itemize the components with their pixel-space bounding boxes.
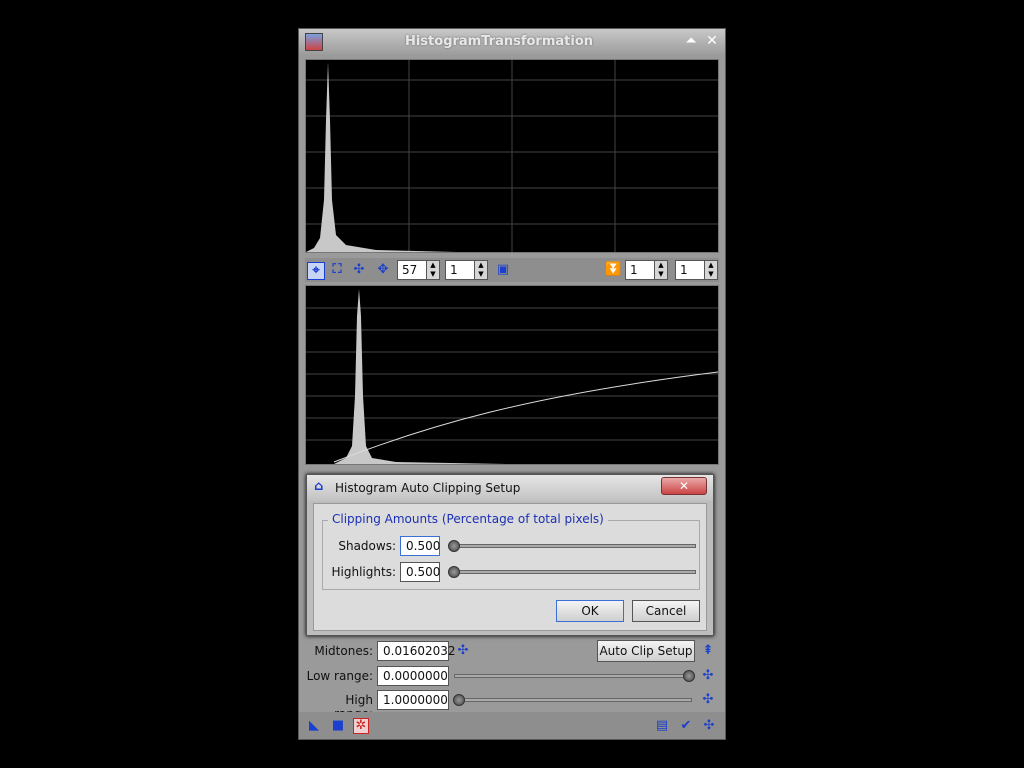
expand-icon[interactable]: ✣ — [703, 718, 715, 733]
pan-icon[interactable]: ✥ — [377, 262, 389, 277]
auto-clipping-dialog: ⌂ Histogram Auto Clipping Setup ✕ Clippi… — [306, 474, 714, 636]
highlights-field[interactable]: 0.500 — [400, 562, 440, 582]
shadows-slider[interactable] — [450, 544, 696, 548]
auto-clip-icon[interactable]: ⇞ — [702, 643, 714, 658]
low-range-field[interactable]: 0.0000000 — [377, 666, 449, 686]
highlights-slider[interactable] — [450, 570, 696, 574]
shadows-label: Shadows: — [338, 539, 396, 553]
dialog-app-icon: ⌂ — [314, 479, 324, 494]
cancel-button[interactable]: Cancel — [632, 600, 700, 622]
dialog-title: Histogram Auto Clipping Setup — [335, 481, 521, 495]
histogram-toolbar: ⌖ ⛶ ✣ ✥ 57 ▲ ▼ 1 ▲ ▼ ▣ ⏬ 1 ▲ ▼ 1 ▲ ▼ — [305, 258, 719, 282]
clipping-amounts-title: Clipping Amounts (Percentage of total pi… — [328, 512, 608, 526]
window-titlebar[interactable]: HistogramTransformation ⏶ ✕ — [299, 29, 725, 55]
highlights-label: Highlights: — [331, 565, 396, 579]
dialog-close-button[interactable]: ✕ — [661, 477, 707, 495]
new-instance-icon[interactable]: ◣ — [309, 718, 319, 733]
dialog-body: Clipping Amounts (Percentage of total pi… — [313, 503, 707, 631]
app-icon — [305, 33, 323, 51]
midtones-reset-icon[interactable]: ✣ — [457, 643, 469, 658]
vertical-zoom-field[interactable]: 1 — [445, 260, 475, 280]
input-histogram-plot[interactable] — [305, 59, 719, 253]
apply-icon[interactable]: ▤ — [655, 718, 669, 733]
output-vertical-zoom-field[interactable]: 1 — [675, 260, 705, 280]
zoom-fit-icon[interactable]: ⛶ — [332, 262, 342, 277]
shade-icon[interactable]: ⏶ — [685, 33, 697, 49]
output-horizontal-zoom-stepper[interactable]: ▲ ▼ — [654, 260, 668, 280]
input-histogram-curve — [306, 62, 456, 252]
low-range-label: Low range: — [306, 669, 373, 683]
midtones-field[interactable]: 0.01602032 — [377, 641, 456, 661]
view-icon[interactable]: ■ — [331, 718, 345, 733]
histogram-transformation-window: HistogramTransformation ⏶ ✕ ⌖ ⛶ ✣ ✥ 57 ▲… — [298, 28, 726, 740]
collapse-icon[interactable]: ⏬ — [605, 262, 622, 277]
input-histogram-svg — [306, 60, 718, 252]
high-range-field[interactable]: 1.0000000 — [377, 690, 449, 710]
low-range-reset-icon[interactable]: ✣ — [702, 668, 714, 683]
shadows-field[interactable]: 0.500 — [400, 536, 440, 556]
high-range-slider-knob[interactable] — [453, 694, 465, 706]
horizontal-zoom-field[interactable]: 57 — [397, 260, 427, 280]
low-range-slider[interactable] — [454, 674, 692, 678]
vertical-zoom-stepper[interactable]: ▲ ▼ — [474, 260, 488, 280]
high-range-reset-icon[interactable]: ✣ — [702, 692, 714, 707]
crosshair-icon[interactable]: ⌖ — [307, 262, 325, 280]
output-horizontal-zoom-field[interactable]: 1 — [625, 260, 655, 280]
ok-button[interactable]: OK — [556, 600, 624, 622]
output-histogram-svg — [306, 289, 719, 464]
output-histogram-area — [334, 289, 506, 464]
low-range-slider-knob[interactable] — [683, 670, 695, 682]
clipping-amounts-group — [322, 520, 700, 590]
shadows-slider-knob[interactable] — [448, 540, 460, 552]
close-icon[interactable]: ✕ — [706, 33, 718, 49]
transfer-curve — [333, 371, 719, 463]
zoom-in-icon[interactable]: ✣ — [353, 262, 365, 277]
channel-one-icon[interactable]: ▣ — [496, 262, 510, 277]
highlights-slider-knob[interactable] — [448, 566, 460, 578]
horizontal-zoom-stepper[interactable]: ▲ ▼ — [426, 260, 440, 280]
output-vertical-zoom-stepper[interactable]: ▲ ▼ — [704, 260, 718, 280]
high-range-slider[interactable] — [454, 698, 692, 702]
bottom-bar: ◣ ■ ✲ ▤ ✔ ✣ — [299, 712, 725, 739]
auto-clip-setup-button[interactable]: Auto Clip Setup — [597, 640, 695, 662]
midtones-label: Midtones: — [314, 644, 373, 658]
window-title: HistogramTransformation — [404, 34, 594, 49]
output-histogram-plot[interactable] — [305, 285, 719, 465]
dialog-titlebar[interactable]: ⌂ Histogram Auto Clipping Setup ✕ — [307, 475, 713, 501]
check-icon[interactable]: ✔ — [680, 718, 692, 733]
reset-icon[interactable]: ✲ — [353, 718, 369, 734]
